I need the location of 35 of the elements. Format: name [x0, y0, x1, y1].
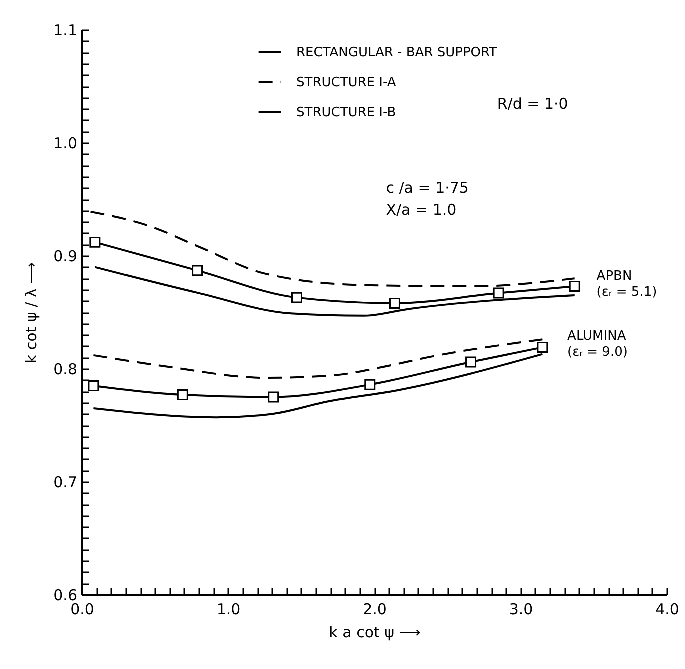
point: [493, 288, 504, 299]
annotation: X/a = 1.0: [386, 201, 457, 219]
y-tick-label: 1.1: [54, 22, 78, 40]
y-axis-title: k cot ψ / λ ⟶: [22, 262, 41, 364]
line-series: [92, 338, 544, 380]
x-tick-label: 3.0: [509, 600, 534, 618]
point: [192, 265, 204, 276]
point: [291, 292, 302, 304]
y-tick-label: 0.7: [54, 474, 78, 492]
annotation: R/d = 1·0: [497, 95, 568, 113]
legend-label: STRUCTURE I-A: [296, 76, 396, 90]
x-tick-label: 1.0: [216, 600, 241, 618]
point: [88, 380, 100, 392]
point: [569, 281, 580, 292]
point: [389, 298, 400, 309]
x-tick-label: 4.0: [656, 600, 680, 618]
legend-label: STRUCTURE I-B: [296, 106, 396, 120]
point: [537, 342, 548, 354]
annotation: (εᵣ = 9.0): [568, 345, 628, 360]
x-tick-label: 2.0: [363, 600, 387, 618]
point: [177, 389, 188, 400]
annotation: ALUMINA: [568, 329, 626, 344]
point: [364, 379, 376, 390]
point: [268, 392, 280, 403]
y-tick-label: 1.0: [54, 134, 78, 152]
x-axis-title: k a cot ψ ⟶: [329, 624, 421, 642]
legend-label: RECTANGULAR - BAR SUPPORT: [296, 46, 498, 60]
line-series: [94, 266, 576, 317]
annotation: APBN: [596, 269, 632, 284]
point: [466, 356, 477, 368]
annotation: c /a = 1·75: [386, 179, 469, 197]
point: [90, 236, 101, 248]
annotation: (εᵣ = 5.1): [596, 285, 658, 300]
y-tick-label: 0.8: [54, 360, 78, 378]
y-tick-label: 0.9: [54, 248, 78, 266]
